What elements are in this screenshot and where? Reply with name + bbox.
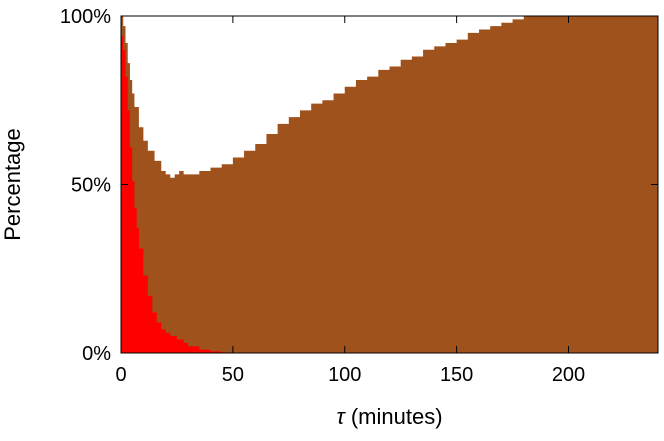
chart-marks: [121, 16, 658, 353]
y-axis-label: Percentage: [0, 128, 25, 241]
axis-ticks: [120, 15, 658, 354]
x-axis-label-text: (minutes): [345, 404, 443, 429]
x-tick-label: 50: [222, 364, 244, 386]
x-tick-label: 100: [328, 364, 361, 386]
x-axis-label-symbol: τ: [336, 404, 346, 429]
x-tick-label: 0: [115, 364, 126, 386]
x-tick-label: 200: [552, 364, 585, 386]
area-series-lower: [121, 36, 233, 353]
area-series-upper: [121, 16, 658, 353]
y-tick-label: 50%: [71, 175, 111, 197]
y-tick-label: 0%: [82, 343, 111, 365]
y-tick-label: 100%: [60, 6, 111, 28]
x-tick-label: 150: [440, 364, 473, 386]
x-axis-label: τ (minutes): [336, 404, 442, 429]
axis-tick-labels: 0 50 100 150 200 0% 50% 100%: [60, 6, 585, 386]
